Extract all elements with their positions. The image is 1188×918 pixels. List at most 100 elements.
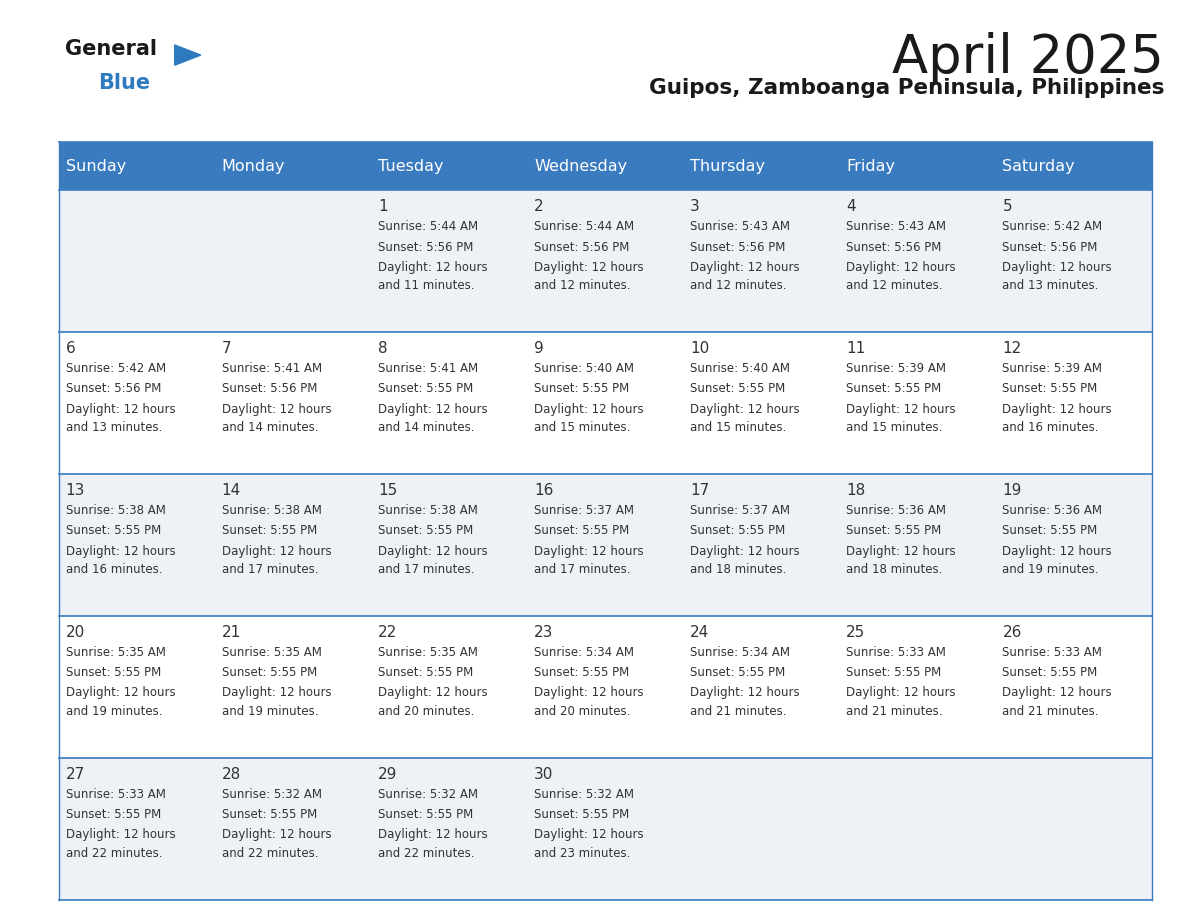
- Text: 8: 8: [378, 341, 387, 356]
- Text: and 20 minutes.: and 20 minutes.: [535, 705, 631, 718]
- Text: Sunrise: 5:32 AM: Sunrise: 5:32 AM: [535, 788, 634, 801]
- Text: Sunset: 5:56 PM: Sunset: 5:56 PM: [535, 241, 630, 253]
- Text: Daylight: 12 hours: Daylight: 12 hours: [535, 828, 644, 842]
- Text: Sunset: 5:55 PM: Sunset: 5:55 PM: [378, 524, 473, 537]
- Text: Sunrise: 5:43 AM: Sunrise: 5:43 AM: [690, 220, 790, 233]
- Text: Sunset: 5:55 PM: Sunset: 5:55 PM: [378, 666, 473, 679]
- Text: Daylight: 12 hours: Daylight: 12 hours: [378, 544, 487, 557]
- Text: Sunrise: 5:33 AM: Sunrise: 5:33 AM: [846, 646, 946, 659]
- Text: Sunrise: 5:38 AM: Sunrise: 5:38 AM: [65, 504, 165, 517]
- Text: April 2025: April 2025: [892, 32, 1164, 84]
- Text: and 16 minutes.: and 16 minutes.: [65, 563, 162, 576]
- Text: Sunset: 5:55 PM: Sunset: 5:55 PM: [378, 808, 473, 822]
- Text: Sunrise: 5:37 AM: Sunrise: 5:37 AM: [535, 504, 634, 517]
- Text: 19: 19: [1003, 483, 1022, 498]
- Text: Daylight: 12 hours: Daylight: 12 hours: [222, 403, 331, 416]
- Text: and 14 minutes.: and 14 minutes.: [222, 421, 318, 434]
- Text: Daylight: 12 hours: Daylight: 12 hours: [222, 828, 331, 842]
- Text: Sunrise: 5:42 AM: Sunrise: 5:42 AM: [1003, 220, 1102, 233]
- Text: Sunrise: 5:34 AM: Sunrise: 5:34 AM: [690, 646, 790, 659]
- Text: Sunrise: 5:33 AM: Sunrise: 5:33 AM: [1003, 646, 1102, 659]
- Text: Sunset: 5:55 PM: Sunset: 5:55 PM: [65, 524, 160, 537]
- Text: Sunrise: 5:37 AM: Sunrise: 5:37 AM: [690, 504, 790, 517]
- Text: and 22 minutes.: and 22 minutes.: [65, 846, 162, 860]
- Text: 30: 30: [535, 767, 554, 782]
- Text: Daylight: 12 hours: Daylight: 12 hours: [378, 828, 487, 842]
- Text: 2: 2: [535, 199, 544, 214]
- Text: Sunrise: 5:35 AM: Sunrise: 5:35 AM: [222, 646, 322, 659]
- Text: 5: 5: [1003, 199, 1012, 214]
- Text: and 17 minutes.: and 17 minutes.: [222, 563, 318, 576]
- Text: 1: 1: [378, 199, 387, 214]
- Text: Thursday: Thursday: [690, 159, 765, 174]
- Text: Sunset: 5:56 PM: Sunset: 5:56 PM: [378, 241, 473, 253]
- Text: 6: 6: [65, 341, 75, 356]
- Text: Daylight: 12 hours: Daylight: 12 hours: [535, 544, 644, 557]
- Text: 3: 3: [690, 199, 700, 214]
- Text: and 21 minutes.: and 21 minutes.: [846, 705, 943, 718]
- Text: Sunset: 5:55 PM: Sunset: 5:55 PM: [535, 808, 630, 822]
- Text: 14: 14: [222, 483, 241, 498]
- Text: and 17 minutes.: and 17 minutes.: [535, 563, 631, 576]
- Text: Saturday: Saturday: [1003, 159, 1075, 174]
- Text: General: General: [65, 39, 157, 59]
- Text: Sunset: 5:55 PM: Sunset: 5:55 PM: [65, 808, 160, 822]
- Polygon shape: [175, 45, 201, 65]
- Text: and 21 minutes.: and 21 minutes.: [690, 705, 786, 718]
- Text: Sunset: 5:56 PM: Sunset: 5:56 PM: [846, 241, 942, 253]
- Text: 27: 27: [65, 767, 84, 782]
- Text: Daylight: 12 hours: Daylight: 12 hours: [378, 403, 487, 416]
- Text: and 12 minutes.: and 12 minutes.: [535, 279, 631, 292]
- Text: Daylight: 12 hours: Daylight: 12 hours: [846, 261, 956, 274]
- Text: and 13 minutes.: and 13 minutes.: [1003, 279, 1099, 292]
- Text: Daylight: 12 hours: Daylight: 12 hours: [846, 544, 956, 557]
- Bar: [59, 142, 1152, 190]
- Text: 4: 4: [846, 199, 857, 214]
- Text: Sunset: 5:55 PM: Sunset: 5:55 PM: [535, 666, 630, 679]
- Text: Sunrise: 5:38 AM: Sunrise: 5:38 AM: [378, 504, 478, 517]
- Text: Sunset: 5:55 PM: Sunset: 5:55 PM: [846, 383, 942, 396]
- Text: 16: 16: [535, 483, 554, 498]
- Text: 13: 13: [65, 483, 86, 498]
- Text: and 19 minutes.: and 19 minutes.: [65, 705, 162, 718]
- Text: Sunrise: 5:39 AM: Sunrise: 5:39 AM: [1003, 363, 1102, 375]
- Text: and 18 minutes.: and 18 minutes.: [690, 563, 786, 576]
- Text: 23: 23: [535, 625, 554, 640]
- Text: Sunrise: 5:32 AM: Sunrise: 5:32 AM: [378, 788, 478, 801]
- Text: Sunset: 5:55 PM: Sunset: 5:55 PM: [690, 383, 785, 396]
- Text: Sunrise: 5:43 AM: Sunrise: 5:43 AM: [846, 220, 947, 233]
- Text: Daylight: 12 hours: Daylight: 12 hours: [690, 403, 800, 416]
- Text: Daylight: 12 hours: Daylight: 12 hours: [846, 403, 956, 416]
- Text: 22: 22: [378, 625, 397, 640]
- Text: and 17 minutes.: and 17 minutes.: [378, 563, 474, 576]
- Text: and 14 minutes.: and 14 minutes.: [378, 421, 474, 434]
- Text: and 21 minutes.: and 21 minutes.: [1003, 705, 1099, 718]
- Text: Sunrise: 5:33 AM: Sunrise: 5:33 AM: [65, 788, 165, 801]
- Text: Sunset: 5:55 PM: Sunset: 5:55 PM: [1003, 383, 1098, 396]
- Text: Tuesday: Tuesday: [378, 159, 443, 174]
- Text: Sunset: 5:55 PM: Sunset: 5:55 PM: [690, 524, 785, 537]
- Text: Daylight: 12 hours: Daylight: 12 hours: [222, 544, 331, 557]
- Text: 15: 15: [378, 483, 397, 498]
- Text: Monday: Monday: [222, 159, 285, 174]
- Text: Sunrise: 5:35 AM: Sunrise: 5:35 AM: [65, 646, 165, 659]
- Bar: [59, 332, 1152, 474]
- Text: Wednesday: Wednesday: [535, 159, 627, 174]
- Text: Sunrise: 5:41 AM: Sunrise: 5:41 AM: [222, 363, 322, 375]
- Text: Daylight: 12 hours: Daylight: 12 hours: [1003, 544, 1112, 557]
- Text: Sunset: 5:55 PM: Sunset: 5:55 PM: [222, 666, 317, 679]
- Text: Sunset: 5:56 PM: Sunset: 5:56 PM: [222, 383, 317, 396]
- Text: 10: 10: [690, 341, 709, 356]
- Text: Sunrise: 5:41 AM: Sunrise: 5:41 AM: [378, 363, 478, 375]
- Text: Sunset: 5:55 PM: Sunset: 5:55 PM: [1003, 524, 1098, 537]
- Text: and 12 minutes.: and 12 minutes.: [690, 279, 786, 292]
- Text: Friday: Friday: [846, 159, 896, 174]
- Text: Daylight: 12 hours: Daylight: 12 hours: [535, 403, 644, 416]
- Text: Sunset: 5:55 PM: Sunset: 5:55 PM: [846, 666, 942, 679]
- Text: Daylight: 12 hours: Daylight: 12 hours: [378, 261, 487, 274]
- Text: and 12 minutes.: and 12 minutes.: [846, 279, 943, 292]
- Text: and 18 minutes.: and 18 minutes.: [846, 563, 943, 576]
- Text: 24: 24: [690, 625, 709, 640]
- Text: and 13 minutes.: and 13 minutes.: [65, 421, 162, 434]
- Text: Daylight: 12 hours: Daylight: 12 hours: [1003, 687, 1112, 700]
